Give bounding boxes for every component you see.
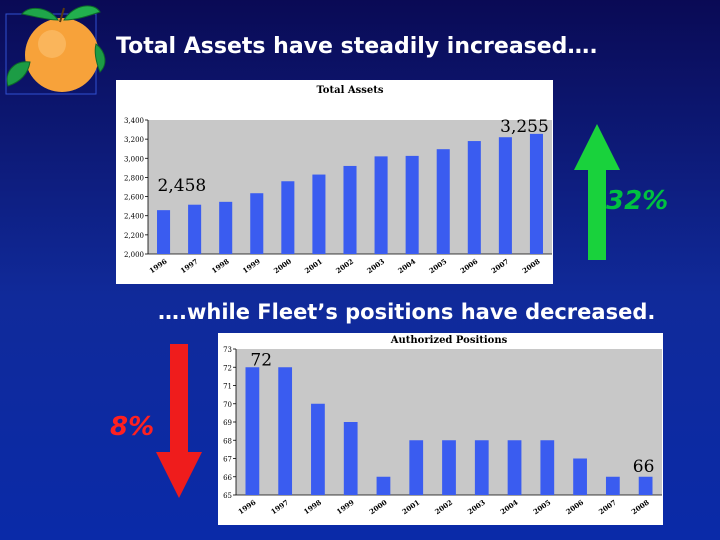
authorized-positions-chart: Authorized Positions 65 66 67 68 69 70 71 72 73 19… xyxy=(223,335,662,517)
x-tick-label: 1998 xyxy=(210,257,231,276)
x-tick-label: 1996 xyxy=(148,257,169,276)
x-tick-label: 1999 xyxy=(241,257,262,276)
bar xyxy=(376,476,391,495)
bar xyxy=(474,440,489,495)
y-tick-label: 69 xyxy=(223,419,232,427)
x-tick-label: 2000 xyxy=(367,498,388,517)
y-tick-label: 2,600 xyxy=(124,194,144,202)
y-tick-label: 2,200 xyxy=(124,232,144,240)
data-label: 72 xyxy=(250,350,272,370)
bar xyxy=(507,440,522,495)
bar xyxy=(278,367,293,495)
bar xyxy=(405,155,419,254)
bar xyxy=(343,422,358,495)
bar xyxy=(343,165,357,254)
y-tick-label: 68 xyxy=(223,437,232,445)
positions-heading: ….while Fleet’s positions have decreased… xyxy=(158,300,656,324)
bar xyxy=(219,201,233,254)
data-label: 3,255 xyxy=(500,117,549,137)
y-tick-label: 2,400 xyxy=(124,213,144,221)
x-tick-label: 1996 xyxy=(236,498,257,517)
bar xyxy=(638,476,653,495)
x-tick-label: 2002 xyxy=(433,498,454,517)
increase-arrow-icon xyxy=(574,124,620,260)
bar xyxy=(374,156,388,254)
positions-change-percent: 8% xyxy=(110,412,155,442)
x-tick-label: 2008 xyxy=(630,498,651,517)
x-tick-label: 2003 xyxy=(365,257,386,276)
total-assets-chart: Total Assets 2,000 2,200 2,400 2,600 2,800 3,0… xyxy=(124,85,552,276)
data-label: 66 xyxy=(633,457,655,477)
x-tick-label: 1997 xyxy=(179,257,200,276)
decrease-arrow-icon xyxy=(156,344,202,498)
y-tick-label: 3,400 xyxy=(124,117,144,125)
orange-logo-icon xyxy=(5,5,106,95)
bar xyxy=(281,181,295,254)
x-tick-label: 2004 xyxy=(499,498,520,517)
x-tick-label: 2000 xyxy=(272,257,293,276)
bar xyxy=(442,440,456,495)
chart-title: Authorized Positions xyxy=(390,335,508,346)
x-tick-label: 2007 xyxy=(489,257,510,276)
x-tick-label: 2008 xyxy=(520,257,541,276)
y-tick-label: 66 xyxy=(223,474,232,482)
x-tick-label: 1997 xyxy=(269,498,290,517)
total-assets-chart-panel: Total Assets 2,000 2,200 2,400 2,600 2,800 3,0… xyxy=(116,80,553,284)
assets-heading: Total Assets have steadily increased…. xyxy=(116,34,598,59)
x-tick-label: 2005 xyxy=(427,257,448,276)
assets-change-percent: 32% xyxy=(606,186,669,216)
chart-title: Total Assets xyxy=(317,85,384,96)
x-tick-label: 2004 xyxy=(396,257,417,276)
y-tick-label: 3,000 xyxy=(124,155,144,163)
x-tick-label: 2003 xyxy=(466,498,487,517)
bar xyxy=(498,137,512,254)
x-tick-label: 2006 xyxy=(564,498,585,517)
y-tick-label: 65 xyxy=(223,492,232,500)
y-tick-label: 2,800 xyxy=(124,174,144,182)
x-tick-label: 1999 xyxy=(335,498,356,517)
y-tick-label: 72 xyxy=(223,364,232,372)
bar xyxy=(540,440,555,495)
x-tick-label: 2001 xyxy=(400,498,421,517)
bar xyxy=(157,210,171,254)
x-tick-label: 2006 xyxy=(458,257,479,276)
y-tick-label: 73 xyxy=(223,346,232,354)
x-tick-label: 2002 xyxy=(334,257,355,276)
data-label: 2,458 xyxy=(158,176,207,196)
x-tick-label: 2005 xyxy=(531,498,552,517)
y-tick-label: 70 xyxy=(223,401,232,409)
y-tick-label: 71 xyxy=(223,383,232,391)
bar xyxy=(409,440,424,495)
x-tick-label: 2001 xyxy=(303,257,324,276)
bar xyxy=(250,193,264,254)
bar xyxy=(467,141,481,254)
bar xyxy=(311,403,325,495)
y-tick-label: 2,000 xyxy=(124,251,144,259)
bar xyxy=(573,458,587,495)
bar xyxy=(605,476,620,495)
bar xyxy=(245,367,260,495)
x-tick-label: 2007 xyxy=(597,498,618,517)
y-tick-label: 67 xyxy=(223,456,232,464)
x-tick-label: 1998 xyxy=(302,498,323,517)
bar xyxy=(312,174,326,254)
y-tick-label: 3,200 xyxy=(124,136,144,144)
bar xyxy=(529,133,543,254)
authorized-positions-chart-panel: Authorized Positions 65 66 67 68 69 70 71 72 73 19… xyxy=(218,333,663,525)
bar xyxy=(436,149,450,254)
bar xyxy=(188,204,202,254)
